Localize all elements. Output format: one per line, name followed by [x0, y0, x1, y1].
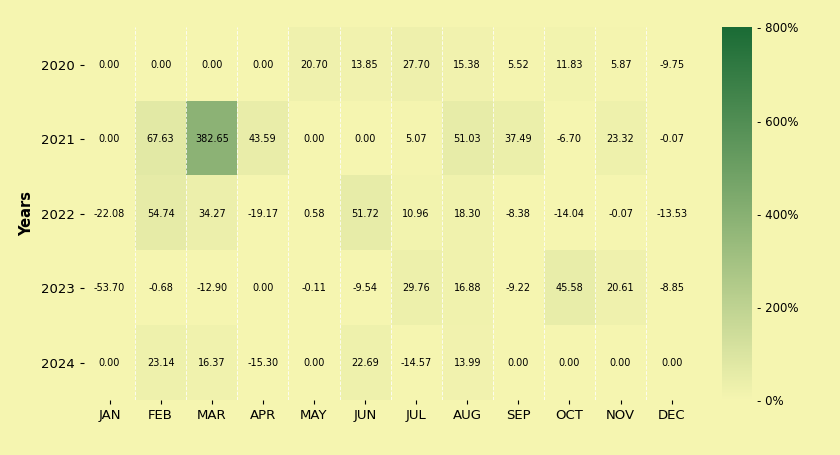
Text: -14.57: -14.57 [401, 358, 432, 368]
Text: 23.14: 23.14 [147, 358, 175, 368]
Text: -9.22: -9.22 [506, 283, 531, 293]
Text: 0.00: 0.00 [99, 60, 120, 70]
Text: 10.96: 10.96 [402, 209, 430, 219]
Text: 0.00: 0.00 [661, 358, 682, 368]
Text: -9.54: -9.54 [353, 283, 377, 293]
Text: -13.53: -13.53 [656, 209, 687, 219]
Text: 0.00: 0.00 [99, 358, 120, 368]
Text: 54.74: 54.74 [147, 209, 175, 219]
Text: -0.11: -0.11 [302, 283, 327, 293]
Text: 0.00: 0.00 [201, 60, 223, 70]
Text: 0.00: 0.00 [303, 134, 324, 144]
Text: -8.38: -8.38 [506, 209, 531, 219]
Text: 0.00: 0.00 [252, 283, 274, 293]
Text: 67.63: 67.63 [147, 134, 175, 144]
Text: 0.00: 0.00 [354, 134, 375, 144]
Text: 0.00: 0.00 [559, 358, 580, 368]
Text: -0.07: -0.07 [608, 209, 633, 219]
Text: 27.70: 27.70 [402, 60, 430, 70]
Text: -6.70: -6.70 [557, 134, 582, 144]
Text: 34.27: 34.27 [198, 209, 226, 219]
Text: 23.32: 23.32 [606, 134, 634, 144]
Text: -9.75: -9.75 [659, 60, 685, 70]
Text: 13.85: 13.85 [351, 60, 379, 70]
Text: 11.83: 11.83 [556, 60, 583, 70]
Text: -0.07: -0.07 [659, 134, 684, 144]
Text: 18.30: 18.30 [454, 209, 481, 219]
Text: 0.00: 0.00 [507, 358, 529, 368]
Text: -15.30: -15.30 [247, 358, 278, 368]
Text: 16.88: 16.88 [454, 283, 481, 293]
Text: 22.69: 22.69 [351, 358, 379, 368]
Text: 29.76: 29.76 [402, 283, 430, 293]
Text: -53.70: -53.70 [94, 283, 125, 293]
Text: 5.52: 5.52 [507, 60, 529, 70]
Text: 37.49: 37.49 [505, 134, 533, 144]
Text: 16.37: 16.37 [198, 358, 226, 368]
Y-axis label: Years: Years [19, 192, 34, 236]
Text: -12.90: -12.90 [197, 283, 228, 293]
Text: 5.07: 5.07 [406, 134, 427, 144]
Text: 13.99: 13.99 [454, 358, 481, 368]
Text: -0.68: -0.68 [148, 283, 173, 293]
Text: 382.65: 382.65 [195, 134, 228, 144]
Text: 0.00: 0.00 [99, 134, 120, 144]
Text: -19.17: -19.17 [247, 209, 278, 219]
Text: 0.58: 0.58 [303, 209, 325, 219]
Text: 45.58: 45.58 [555, 283, 583, 293]
Text: 20.70: 20.70 [300, 60, 328, 70]
Text: 15.38: 15.38 [454, 60, 481, 70]
Text: 51.03: 51.03 [454, 134, 481, 144]
Text: 0.00: 0.00 [150, 60, 171, 70]
Text: 20.61: 20.61 [606, 283, 634, 293]
Text: 0.00: 0.00 [303, 358, 324, 368]
Text: 5.87: 5.87 [610, 60, 632, 70]
Text: 43.59: 43.59 [249, 134, 276, 144]
Text: 0.00: 0.00 [252, 60, 274, 70]
Text: -22.08: -22.08 [94, 209, 125, 219]
Text: 51.72: 51.72 [351, 209, 379, 219]
Text: -14.04: -14.04 [554, 209, 585, 219]
Text: -8.85: -8.85 [659, 283, 684, 293]
Text: 0.00: 0.00 [610, 358, 631, 368]
